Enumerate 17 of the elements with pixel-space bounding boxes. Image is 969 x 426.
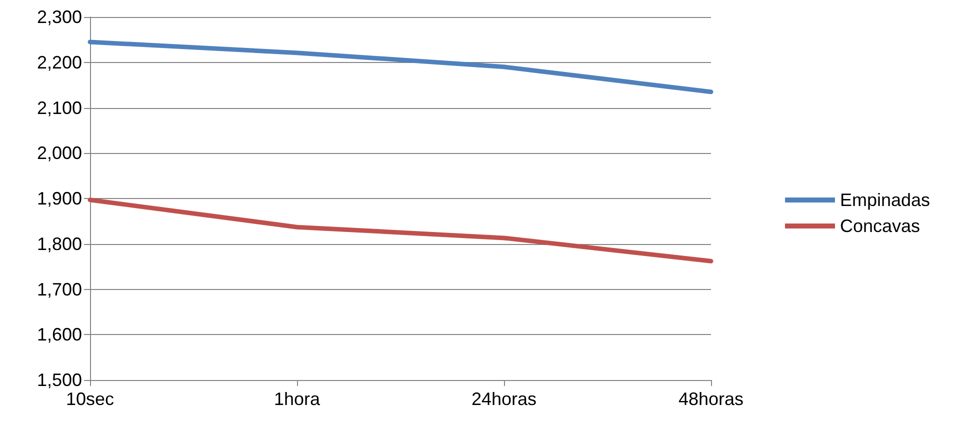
y-tick-label: 1,700 <box>36 279 82 300</box>
y-tick-label: 1,900 <box>36 188 82 208</box>
legend-label: Concavas <box>840 216 920 236</box>
y-tick-label: 1,800 <box>36 234 82 254</box>
x-tick-label: 10sec <box>66 389 114 409</box>
line-series <box>88 198 714 264</box>
y-tick-label: 2,200 <box>36 52 82 72</box>
y-tick-label: 1,600 <box>36 324 82 345</box>
x-tick-label: 48horas <box>678 389 744 409</box>
legend-label: Empinadas <box>840 190 930 210</box>
y-tick-label: 2,100 <box>36 98 82 118</box>
line-series <box>88 40 714 94</box>
y-tick-label: 1,500 <box>36 370 82 390</box>
y-tick-label: 2,000 <box>36 143 82 164</box>
x-tick-label: 1hora <box>274 389 322 409</box>
y-tick-label: 2,300 <box>36 7 82 27</box>
x-tick-label: 24horas <box>471 389 537 409</box>
